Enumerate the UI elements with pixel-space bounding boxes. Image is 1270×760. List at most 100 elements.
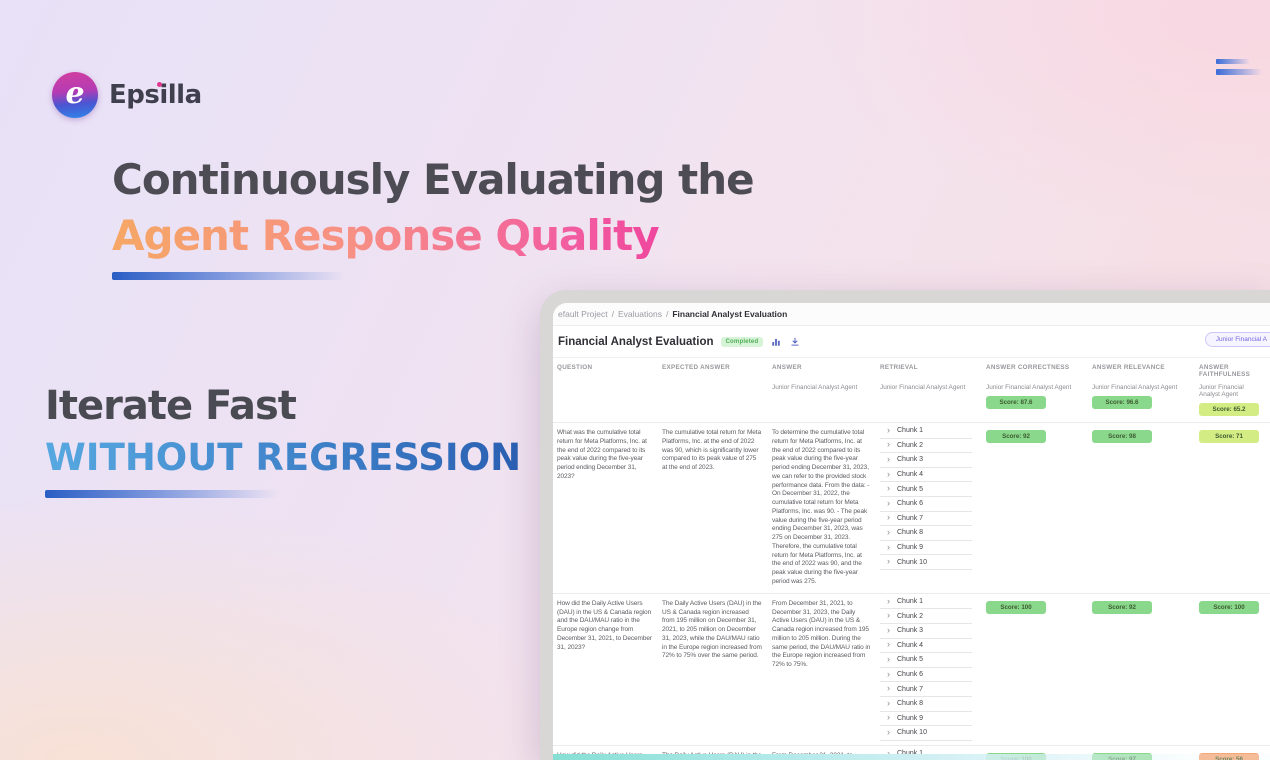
- epsilla-logo: e Epsilla: [52, 72, 202, 118]
- chunk-item[interactable]: › Chunk 1: [880, 595, 972, 610]
- subhead-underline: [45, 490, 288, 498]
- question-cell: How did the Daily Active Users (DAU) in …: [557, 599, 652, 651]
- chunk-label: Chunk 4: [897, 641, 924, 649]
- chevron-right-icon: ›: [887, 668, 890, 679]
- chunk-label: Chunk 8: [897, 529, 924, 537]
- chevron-right-icon: ›: [887, 512, 890, 523]
- bar-chart-icon[interactable]: [770, 336, 782, 348]
- breadcrumb-current: Financial Analyst Evaluation: [672, 309, 788, 319]
- column-header-answer-faithfulness: ANSWER FAITHFULNESS: [1199, 364, 1251, 378]
- chunk-label: Chunk 6: [897, 671, 924, 679]
- table-row: What was the cumulative total return for…: [553, 422, 1270, 593]
- chunk-item[interactable]: › Chunk 10: [880, 555, 972, 570]
- chunk-label: Chunk 3: [897, 627, 924, 635]
- bottom-gradient-bar: [553, 754, 1270, 760]
- chunk-label: Chunk 3: [897, 456, 924, 464]
- aggregate-score-badge: Score: 65.2: [1199, 403, 1259, 416]
- chevron-right-icon: ›: [887, 468, 890, 479]
- chunk-item[interactable]: › Chunk 1: [880, 747, 972, 760]
- download-icon[interactable]: [789, 336, 801, 348]
- retrieval-chunk-list: › Chunk 1 › Chunk 2 › Chunk 3 › Chunk 4 › Chunk 5…: [880, 423, 986, 593]
- answer-cell: To determine the cumulative total return…: [772, 429, 870, 586]
- relevance-score-badge: Score: 92: [1092, 600, 1152, 614]
- chevron-right-icon: ›: [887, 624, 890, 635]
- chunk-item[interactable]: › Chunk 9: [880, 712, 972, 727]
- chevron-right-icon: ›: [887, 439, 890, 450]
- chunk-label: Chunk 1: [897, 598, 924, 606]
- subhead: Iterate Fast WITHOUT REGRESSION: [45, 380, 521, 484]
- chunk-item[interactable]: › Chunk 3: [880, 624, 972, 639]
- chunk-label: Chunk 1: [897, 750, 923, 757]
- chunk-label: Chunk 6: [897, 500, 924, 508]
- chunk-label: Chunk 5: [897, 485, 924, 493]
- chunk-item[interactable]: › Chunk 5: [880, 653, 972, 668]
- column-header-question: QUESTION: [557, 364, 593, 371]
- chunk-item[interactable]: › Chunk 2: [880, 439, 972, 454]
- chevron-right-icon: ›: [887, 712, 890, 723]
- agent-filter-pill[interactable]: Junior Financial A: [1204, 332, 1270, 347]
- correctness-score-badge: Score: 100: [986, 600, 1046, 614]
- chunk-item[interactable]: › Chunk 5: [880, 482, 972, 497]
- column-header-answer-correctness: ANSWER CORRECTNESS: [986, 364, 1070, 371]
- title-row: Financial Analyst Evaluation Completed J…: [553, 326, 1270, 357]
- chunk-label: Chunk 2: [897, 441, 924, 449]
- headline-underline: [112, 272, 355, 280]
- chevron-right-icon: ›: [887, 610, 890, 621]
- agent-name: Junior Financial Analyst Agent: [880, 384, 966, 391]
- expected-answer-cell: The Daily Active Users (DAU) in the US &…: [662, 599, 762, 660]
- chevron-right-icon: ›: [887, 541, 890, 552]
- agent-name: Junior Financial Analyst Agent: [986, 384, 1072, 391]
- chunk-item[interactable]: › Chunk 8: [880, 697, 972, 712]
- chunk-item[interactable]: › Chunk 6: [880, 668, 972, 683]
- chevron-right-icon: ›: [887, 653, 890, 664]
- epsilla-logo-icon: e: [52, 72, 98, 118]
- chunk-item[interactable]: › Chunk 3: [880, 453, 972, 468]
- logo-wordmark: Epsilla: [109, 80, 202, 110]
- chunk-label: Chunk 8: [897, 700, 924, 708]
- headline: Continuously Evaluating the Agent Respon…: [112, 152, 755, 264]
- chunk-item[interactable]: › Chunk 4: [880, 639, 972, 654]
- expected-answer-cell: The cumulative total return for Meta Pla…: [662, 429, 762, 472]
- table-row: How did the Daily Active Users (DAU) in …: [553, 592, 1270, 745]
- breadcrumb-project[interactable]: efault Project: [558, 309, 608, 319]
- chunk-item[interactable]: › Chunk 10: [880, 726, 972, 741]
- decorative-gradient-bar: [1216, 69, 1262, 75]
- chunk-label: Chunk 10: [897, 558, 927, 566]
- chevron-right-icon: ›: [887, 497, 890, 508]
- headline-line1: Continuously Evaluating the: [112, 155, 755, 204]
- headline-line2: Agent Response Quality: [112, 208, 754, 264]
- chunk-item[interactable]: › Chunk 9: [880, 541, 972, 556]
- chunk-item[interactable]: › Chunk 7: [880, 682, 972, 697]
- column-header-answer: ANSWER: [772, 364, 802, 371]
- chunk-item[interactable]: › Chunk 4: [880, 468, 972, 483]
- question-cell: What was the cumulative total return for…: [557, 429, 647, 480]
- chunk-item[interactable]: › Chunk 1: [880, 424, 972, 439]
- chunk-label: Chunk 9: [897, 714, 924, 722]
- agent-name: Junior Financial Analyst Agent: [1199, 384, 1244, 398]
- agent-name: Junior Financial Analyst Agent: [772, 384, 858, 391]
- chunk-label: Chunk 7: [897, 514, 924, 522]
- correctness-score-badge: Score: 92: [986, 430, 1046, 443]
- chevron-right-icon: ›: [887, 453, 890, 464]
- chevron-right-icon: ›: [887, 556, 890, 567]
- column-header-retrieval: RETRIEVAL: [880, 364, 918, 371]
- faithfulness-score-badge: Score: 100: [1199, 600, 1259, 614]
- chevron-right-icon: ›: [887, 526, 890, 537]
- chunk-item[interactable]: › Chunk 8: [880, 526, 972, 541]
- column-header-answer-relevance: ANSWER RELEVANCE: [1092, 364, 1165, 371]
- breadcrumb-evaluations[interactable]: Evaluations: [618, 309, 662, 319]
- column-header-expected-answer: EXPECTED ANSWER: [662, 364, 730, 371]
- chunk-label: Chunk 2: [897, 612, 924, 620]
- subhead-line2: WITHOUT REGRESSION: [45, 432, 521, 484]
- chevron-right-icon: ›: [887, 726, 890, 737]
- chunk-item[interactable]: › Chunk 6: [880, 497, 972, 512]
- relevance-score-badge: Score: 98: [1092, 430, 1152, 443]
- retrieval-chunk-list: ›Chunk 1›Chunk 2›Chunk 3: [880, 746, 986, 760]
- chunk-item[interactable]: › Chunk 7: [880, 512, 972, 527]
- table-subheader-row: Junior Financial Analyst Agent Junior Fi…: [553, 381, 1270, 422]
- chunk-item[interactable]: › Chunk 2: [880, 609, 972, 624]
- logo-text: Epsilla: [109, 80, 202, 110]
- decorative-gradient-bar: [1216, 59, 1250, 64]
- chunk-label: Chunk 5: [897, 656, 924, 664]
